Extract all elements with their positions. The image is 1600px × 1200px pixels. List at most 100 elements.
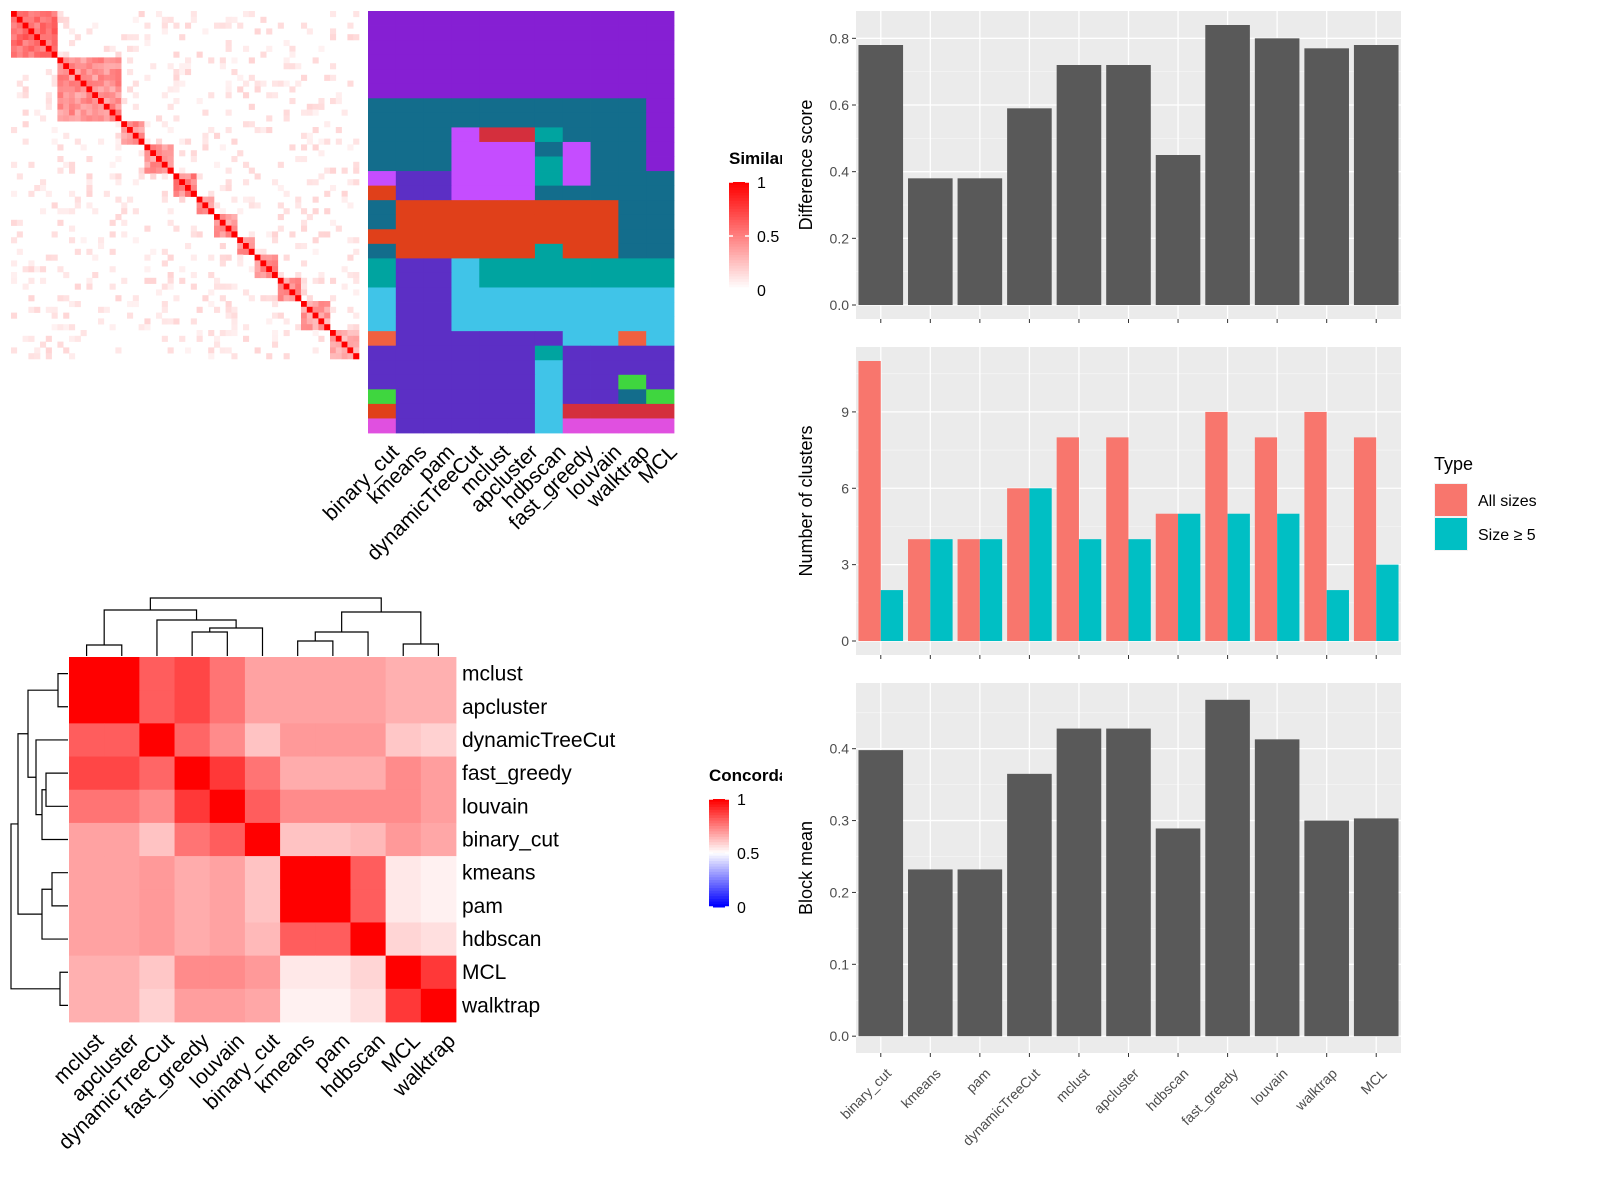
similarity-cell — [16, 92, 23, 99]
legend-gradient-step — [709, 847, 729, 851]
similarity-cell — [28, 335, 35, 342]
similarity-cell — [225, 225, 232, 232]
similarity-cell — [277, 283, 284, 290]
similarity-cell — [208, 92, 215, 99]
bar-louvain-size-ge-5 — [1277, 513, 1300, 641]
similarity-cell — [260, 272, 267, 279]
assignment-cell — [423, 302, 452, 317]
similarity-cell — [86, 98, 93, 105]
similarity-cell — [150, 161, 157, 168]
assignment-cell — [618, 331, 647, 347]
similarity-cell — [353, 179, 360, 186]
concordance-cell — [209, 822, 246, 857]
similarity-cell — [173, 225, 180, 232]
similarity-cell — [51, 254, 58, 261]
similarity-cell — [289, 86, 296, 93]
legend-gradient-step — [729, 254, 749, 259]
assignment-cell — [368, 302, 397, 317]
similarity-cell — [353, 330, 360, 337]
assignment-cell — [590, 360, 619, 376]
similarity-cell — [63, 92, 70, 99]
legend-gradient-step — [709, 815, 729, 819]
similarity-cell — [109, 248, 116, 255]
similarity-cell — [190, 254, 197, 261]
similarity-cell — [16, 11, 23, 18]
assignment-cell — [590, 112, 619, 128]
similarity-cell — [190, 283, 197, 290]
similarity-cell — [335, 98, 342, 105]
assignment-cell — [451, 258, 480, 274]
assignment-cell — [590, 403, 619, 419]
assignment-cell — [534, 229, 564, 245]
y-tick-label: 0.0 — [830, 297, 850, 313]
similarity-cell — [150, 277, 157, 284]
assignment-cell — [507, 418, 536, 434]
assignment-cell — [618, 345, 647, 361]
assignment-cell — [451, 83, 480, 99]
similarity-cell — [341, 167, 348, 174]
similarity-cell — [45, 11, 52, 18]
similarity-cell — [45, 347, 52, 354]
similarity-cell — [144, 254, 151, 261]
similarity-cell — [45, 45, 52, 52]
similarity-cell — [80, 74, 87, 81]
similarity-cell — [57, 80, 64, 87]
similarity-cell — [330, 347, 337, 354]
similarity-cell — [318, 150, 325, 157]
legend-gradient-step — [729, 257, 749, 261]
legend-gradient-step — [729, 246, 749, 250]
similarity-cell — [57, 11, 64, 18]
similarity-cell — [306, 109, 313, 116]
bar-apcluster — [1106, 728, 1151, 1037]
similarity-cell — [277, 277, 284, 284]
concordance-cell — [350, 789, 387, 824]
bar-MCL — [1353, 45, 1399, 305]
concordance-cell — [174, 657, 211, 691]
similarity-cell — [260, 51, 267, 58]
similarity-cell — [254, 266, 261, 273]
assignment-cell — [395, 418, 425, 434]
similarity-cell — [103, 80, 110, 87]
assignment-cell — [646, 185, 675, 201]
similarity-cell — [225, 167, 232, 174]
similarity-cell — [254, 28, 261, 35]
similarity-cell — [80, 57, 87, 64]
similarity-cell — [225, 86, 232, 93]
similarity-cell — [318, 324, 325, 331]
similarity-cell — [318, 335, 325, 342]
similarity-cell — [266, 45, 273, 52]
assignment-cell — [395, 360, 425, 376]
cluster-assignment-heatmap — [368, 11, 675, 434]
similarity-cell — [167, 318, 174, 325]
assignment-cell — [618, 200, 647, 216]
assignment-cell — [395, 229, 425, 245]
concordance-cell — [139, 690, 175, 724]
similarity-cell — [45, 306, 52, 313]
similarity-cell — [196, 306, 203, 313]
similarity-cell — [272, 266, 279, 273]
bar-pam-all-sizes — [957, 539, 980, 641]
assignment-cell — [590, 345, 619, 361]
legend-tick-label: 0 — [757, 283, 766, 300]
legend-gradient-step — [709, 804, 729, 808]
similarity-cell — [109, 219, 116, 226]
similarity-cell — [237, 86, 244, 93]
concordance-cell — [385, 756, 422, 791]
assignment-cell — [368, 272, 397, 288]
similarity-cell — [185, 69, 192, 76]
similarity-cell — [243, 237, 250, 244]
similarity-cell — [86, 185, 93, 192]
similarity-cell — [103, 306, 110, 313]
assignment-cell — [507, 127, 536, 143]
assignment-cell — [646, 141, 675, 157]
similarity-cell — [248, 196, 255, 203]
similarity-cell — [86, 103, 93, 110]
assignment-cell — [562, 258, 591, 274]
assignment-cell — [395, 185, 425, 201]
concordance-cell — [69, 723, 105, 757]
legend-gradient-step — [709, 842, 729, 846]
assignment-cell — [590, 374, 619, 390]
concordance-cell — [139, 856, 175, 890]
similarity-cell — [80, 69, 87, 76]
